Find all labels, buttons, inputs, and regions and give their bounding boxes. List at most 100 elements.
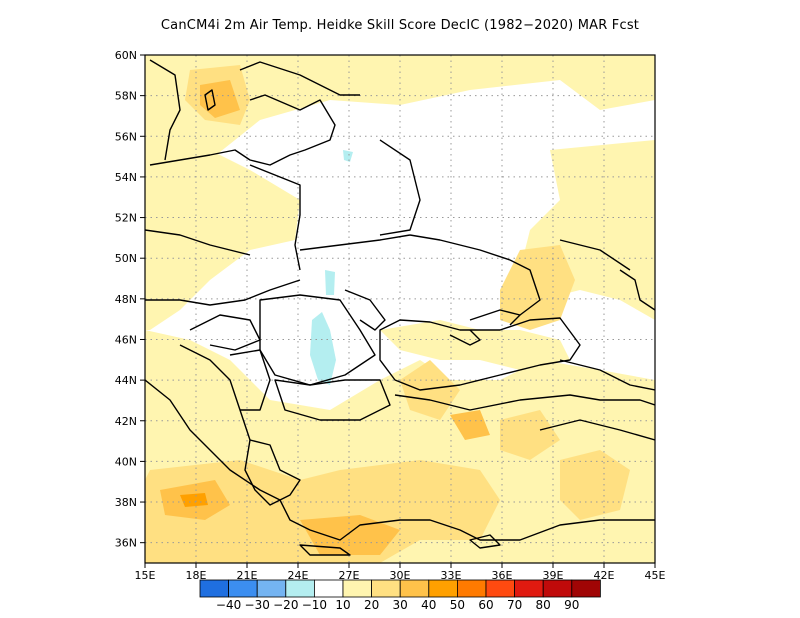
border-ukraine-russia <box>409 234 541 316</box>
border-central-europe <box>145 279 301 306</box>
graticule <box>145 55 655 563</box>
colorbar-swatch <box>514 579 544 598</box>
lat-tick-label: 60N <box>115 49 137 62</box>
lon-axis: 15E 18E 21E 24E 27E 30E 33E 36E 39E 42E 45E <box>135 563 666 582</box>
colorbar-label: 20 <box>364 598 379 612</box>
lat-tick-label: 50N <box>115 252 137 265</box>
shade-20-30-c <box>500 245 575 330</box>
shade-neg-10-c <box>343 150 353 162</box>
colorbar-swatch <box>313 579 344 598</box>
colorbar-swatch <box>342 579 373 598</box>
border-balkans-west <box>179 344 251 441</box>
coast-turkey-north <box>394 394 655 411</box>
coastlines-borders <box>145 59 655 556</box>
lat-tick-label: 54N <box>115 171 137 184</box>
coast-crimea <box>449 329 481 346</box>
colorbar-label: 50 <box>450 598 465 612</box>
lon-tick-label: 24E <box>288 569 309 582</box>
border-turkey-east <box>539 419 655 441</box>
colorbar-label: 80 <box>536 598 551 612</box>
coast-black-sea <box>379 317 581 391</box>
coast-baltic <box>149 94 336 166</box>
shade-40-50-a <box>180 493 208 507</box>
border-romania <box>259 294 376 386</box>
lon-tick-label: 33E <box>441 569 462 582</box>
colorbar-swatch <box>371 579 401 598</box>
colorbar: −40 −30 −20 −10 10 20 30 40 50 60 70 80 90 <box>199 579 601 612</box>
border-belarus-russia <box>379 139 421 236</box>
lon-tick-label: 36E <box>492 569 513 582</box>
skill-shading <box>145 55 655 563</box>
lon-tick-label: 45E <box>645 569 666 582</box>
lat-tick-label: 46N <box>115 333 137 346</box>
colorbar-swatch <box>571 579 601 598</box>
colorbar-swatch <box>456 579 487 598</box>
lon-tick-label: 30E <box>390 569 411 582</box>
island-cyprus <box>469 534 501 549</box>
lat-axis: 36N 38N 40N 42N 44N 46N 48N 50N 52N 54N 56N 58N 60N <box>115 49 145 550</box>
colorbar-label: 90 <box>564 598 579 612</box>
lon-tick-label: 39E <box>543 569 564 582</box>
lon-tick-label: 42E <box>594 569 615 582</box>
coast-gulf-finland <box>239 61 360 96</box>
lat-tick-label: 52N <box>115 212 137 225</box>
colorbar-swatch <box>485 579 516 598</box>
shade-20-30-b <box>145 460 500 563</box>
shade-20-30-d <box>400 360 460 420</box>
coast-mediterranean <box>145 379 655 541</box>
colorbar-swatch <box>542 579 573 598</box>
shade-neg-10-b <box>325 270 335 295</box>
lon-tick-label: 15E <box>135 569 156 582</box>
lat-tick-label: 40N <box>115 455 137 468</box>
lat-tick-label: 42N <box>115 415 137 428</box>
border-bulgaria <box>274 379 391 421</box>
chart-title: CanCM4i 2m Air Temp. Heidke Skill Score … <box>160 18 640 33</box>
island-crete <box>299 544 351 556</box>
shade-30-40-d <box>450 410 490 440</box>
coast-scandinavia <box>149 59 181 161</box>
colorbar-label: 10 <box>335 598 350 612</box>
shade-neg-10-a <box>310 312 336 385</box>
colorbar-label: −20 <box>273 598 298 612</box>
lat-tick-label: 58N <box>115 90 137 103</box>
shade-20-30-f <box>500 410 560 460</box>
shade-10-20-west <box>145 150 300 330</box>
colorbar-swatch <box>228 579 258 598</box>
coast-azov <box>469 309 521 326</box>
lon-tick-label: 18E <box>186 569 207 582</box>
border-poland-belarus <box>249 164 301 271</box>
colorbar-label: −10 <box>302 598 327 612</box>
island-gotland <box>204 89 216 111</box>
colorbar-swatch <box>428 579 458 598</box>
border-russia-kazakh <box>559 239 631 271</box>
border-moldova <box>344 289 386 331</box>
border-poland-west <box>145 229 251 256</box>
border-hungary <box>189 314 261 351</box>
lon-tick-label: 21E <box>237 569 258 582</box>
lat-tick-label: 56N <box>115 130 137 143</box>
lat-tick-label: 48N <box>115 293 137 306</box>
lat-tick-label: 36N <box>115 537 137 550</box>
colorbar-label: 70 <box>507 598 522 612</box>
colorbar-swatch <box>199 579 230 598</box>
colorbar-swatch <box>285 579 315 598</box>
colorbar-swatch <box>256 579 287 598</box>
colorbar-label: 40 <box>421 598 436 612</box>
colorbar-label: 60 <box>478 598 493 612</box>
lat-tick-label: 44N <box>115 374 137 387</box>
border-serbia <box>229 349 271 411</box>
coast-greece <box>244 439 301 506</box>
colorbar-label: −30 <box>245 598 270 612</box>
colorbar-swatch <box>399 579 430 598</box>
lon-tick-label: 27E <box>339 569 360 582</box>
shade-30-40-c <box>300 515 400 555</box>
lat-tick-label: 38N <box>115 496 137 509</box>
border-caucasus <box>559 359 655 391</box>
shade-10-20-north <box>145 55 655 165</box>
coast-caspian <box>619 269 655 311</box>
shade-10-20-sea <box>380 320 570 370</box>
colorbar-label: 30 <box>393 598 408 612</box>
colorbar-label: −40 <box>216 598 241 612</box>
border-belarus-ukraine <box>299 234 411 251</box>
